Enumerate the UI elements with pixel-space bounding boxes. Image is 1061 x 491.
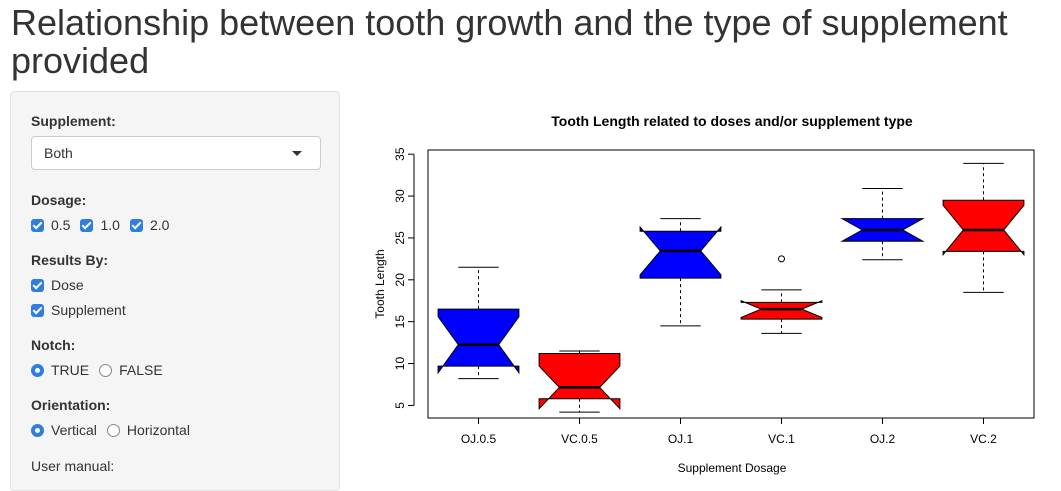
notch-radio-true[interactable]: TRUE bbox=[31, 362, 89, 378]
results-by-option-label: Supplement bbox=[51, 302, 126, 318]
dosage-options: 0.5 1.0 2.0 bbox=[31, 216, 179, 234]
sidebar-panel: Supplement: Both Dosage: 0.5 1.0 2.0 Res… bbox=[10, 91, 340, 491]
radio-unselected-icon bbox=[99, 363, 113, 377]
results-by-option-label: Dose bbox=[51, 277, 84, 293]
notch-options: TRUE FALSE bbox=[31, 361, 173, 379]
x-tick-label: VC.1 bbox=[768, 432, 795, 446]
orientation-radio-vertical[interactable]: Vertical bbox=[31, 422, 97, 438]
x-tick-label: OJ.0.5 bbox=[461, 432, 497, 446]
chevron-down-icon bbox=[292, 151, 302, 156]
results-by-dose-checkbox[interactable]: Dose bbox=[31, 276, 84, 294]
x-tick-label: VC.0.5 bbox=[561, 432, 598, 446]
y-tick-label: 35 bbox=[393, 147, 407, 161]
box-body bbox=[538, 353, 621, 411]
box-body bbox=[942, 199, 1025, 257]
checkbox-checked-icon bbox=[31, 278, 44, 292]
user-manual-label: User manual: bbox=[31, 458, 115, 474]
dosage-option-label: 1.0 bbox=[100, 217, 120, 233]
boxplot-chart: Tooth Length related to doses and/or sup… bbox=[360, 100, 1060, 482]
radio-unselected-icon bbox=[106, 423, 120, 437]
orientation-radio-horizontal[interactable]: Horizontal bbox=[106, 422, 190, 438]
boxplot-svg: Tooth Length related to doses and/or sup… bbox=[373, 113, 1035, 475]
x-tick-label: VC.2 bbox=[970, 432, 997, 446]
checkbox-checked-icon bbox=[129, 218, 143, 232]
orientation-option-label: Horizontal bbox=[126, 422, 190, 438]
y-tick-label: 5 bbox=[393, 402, 407, 409]
results-by-label: Results By: bbox=[31, 252, 109, 268]
supplement-label: Supplement: bbox=[31, 113, 116, 129]
outlier-point bbox=[778, 255, 785, 263]
notch-radio-false[interactable]: FALSE bbox=[99, 362, 163, 378]
chart-title: Tooth Length related to doses and/or sup… bbox=[551, 113, 913, 129]
y-tick-label: 20 bbox=[393, 273, 407, 287]
checkbox-checked-icon bbox=[31, 303, 44, 317]
orientation-label: Orientation: bbox=[31, 397, 111, 413]
notch-label: Notch: bbox=[31, 337, 76, 353]
supplement-select-value: Both bbox=[44, 145, 73, 161]
box-body bbox=[639, 225, 722, 279]
x-tick-label: OJ.2 bbox=[870, 432, 896, 446]
dosage-option-label: 0.5 bbox=[51, 217, 71, 233]
dosage-label: Dosage: bbox=[31, 192, 87, 208]
radio-selected-icon bbox=[31, 363, 44, 377]
y-tick-label: 30 bbox=[393, 189, 407, 203]
dosage-checkbox-1-0[interactable]: 1.0 bbox=[80, 217, 120, 233]
dosage-checkbox-2-0[interactable]: 2.0 bbox=[129, 217, 170, 233]
chart-y-axis-label: Tooth Length bbox=[373, 249, 387, 318]
plot-frame bbox=[427, 149, 1035, 419]
box-body bbox=[437, 308, 520, 375]
y-tick-label: 10 bbox=[393, 357, 407, 371]
chart-x-axis-label: Supplement Dosage bbox=[678, 461, 787, 475]
x-tick-label: OJ.1 bbox=[668, 432, 694, 446]
y-tick-label: 15 bbox=[393, 315, 407, 329]
results-by-supplement-checkbox[interactable]: Supplement bbox=[31, 301, 126, 319]
orientation-option-label: Vertical bbox=[51, 422, 97, 438]
page-title: Relationship between tooth growth and th… bbox=[11, 2, 1008, 81]
y-tick-label: 25 bbox=[393, 231, 407, 245]
orientation-options: Vertical Horizontal bbox=[31, 421, 200, 439]
dosage-checkbox-0-5[interactable]: 0.5 bbox=[31, 217, 70, 233]
checkbox-checked-icon bbox=[31, 218, 44, 232]
checkbox-checked-icon bbox=[80, 218, 94, 232]
supplement-select[interactable]: Both bbox=[31, 136, 321, 170]
notch-option-label: FALSE bbox=[119, 362, 163, 378]
notch-option-label: TRUE bbox=[51, 362, 90, 378]
dosage-option-label: 2.0 bbox=[149, 217, 170, 233]
radio-selected-icon bbox=[31, 423, 44, 437]
